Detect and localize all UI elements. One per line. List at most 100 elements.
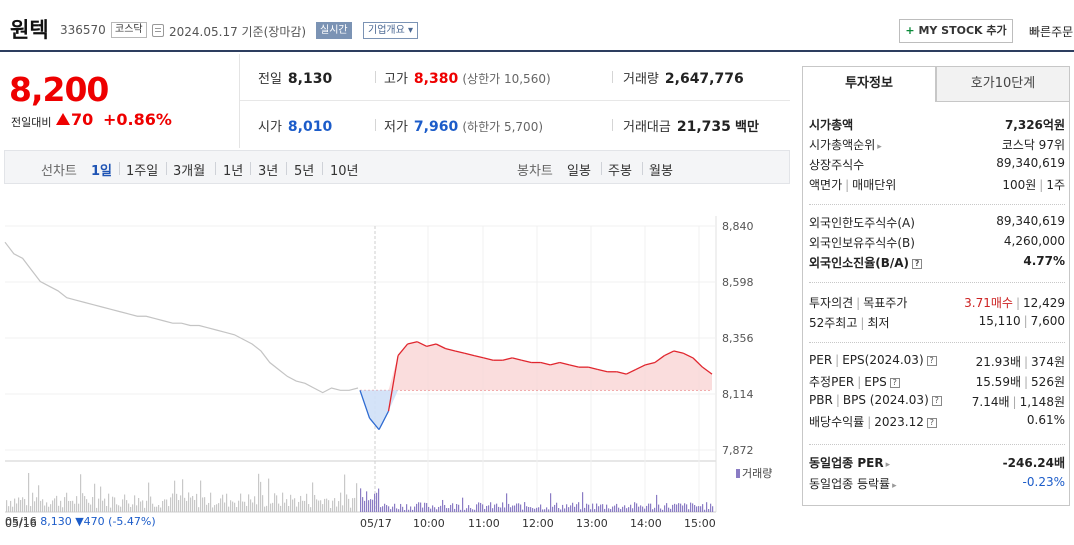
- company-overview-dropdown[interactable]: 기업개요 ▾: [363, 22, 419, 39]
- tab-investment-info[interactable]: 투자정보: [802, 66, 936, 102]
- volume-bar: [68, 500, 70, 512]
- volume-bar: [318, 500, 320, 512]
- divider: [809, 282, 1065, 283]
- row-value: 374원: [1031, 355, 1065, 369]
- volume-bar: [64, 497, 66, 512]
- price-line-segment: [512, 357, 522, 361]
- stat-label: 저가: [384, 120, 408, 135]
- row-sector-change[interactable]: 동일업종 등락률 ▸ -0.23%: [809, 475, 1065, 495]
- tab-1y[interactable]: 1년: [223, 164, 244, 179]
- volume-bar: [338, 501, 340, 512]
- volume-bar: [614, 505, 616, 512]
- row-label-wrap: 동일업종 등락률 ▸: [809, 475, 897, 492]
- volume-bar: [478, 502, 480, 512]
- price-line-segment: [369, 417, 380, 431]
- volume-bar: [60, 500, 62, 512]
- add-mystock-button[interactable]: + MY STOCK 추가: [899, 19, 1013, 43]
- y-axis-ticks: 8,840 8,598 8,356 8,114 7,872: [722, 220, 754, 457]
- volume-bar: [564, 508, 566, 512]
- price-chart-svg[interactable]: 8,840 8,598 8,356 8,114 7,872 05/17 10:00 11:0…: [0, 186, 790, 545]
- volume-bar: [572, 502, 574, 512]
- volume-bar: [356, 483, 358, 512]
- volume-bar: [336, 506, 338, 512]
- tab-daily[interactable]: 일봉: [567, 164, 591, 179]
- volume-bar: [668, 507, 670, 512]
- realtime-button[interactable]: 실시간: [316, 22, 352, 39]
- plus-icon: +: [905, 24, 915, 37]
- stat-sub: (상한가 10,560): [462, 72, 551, 86]
- volume-bar: [284, 502, 286, 512]
- volume-bar: [682, 505, 684, 512]
- stat-volume: 거래량 2,647,776: [623, 68, 744, 87]
- row-sector-per[interactable]: 동일업종 PER ▸ -246.24배: [809, 454, 1065, 474]
- volume-bar: [378, 488, 380, 512]
- row-market-cap-rank[interactable]: 시가총액순위 ▸ 코스닥 97위: [809, 136, 1065, 156]
- volume-bar: [92, 497, 94, 512]
- tab-10y[interactable]: 10년: [330, 164, 359, 179]
- volume-bar: [120, 506, 122, 512]
- volume-bar: [360, 488, 362, 512]
- tab-1d[interactable]: 1일: [91, 164, 113, 179]
- row-label: 동일업종 등락률: [809, 477, 891, 491]
- row-label: 2023.12: [874, 415, 924, 429]
- row-label: 최저: [867, 316, 890, 330]
- tab-3m[interactable]: 3개월: [173, 164, 206, 179]
- volume-bar: [382, 506, 384, 512]
- volume-bar: [674, 503, 676, 512]
- volume-bar: [86, 499, 88, 512]
- price-line-segment: [387, 355, 399, 412]
- volume-bar: [482, 504, 484, 512]
- up-area: [360, 341, 712, 391]
- volume-bar: [266, 505, 268, 512]
- volume-bar: [126, 500, 128, 512]
- volume-bar: [62, 507, 64, 512]
- row-value: 0.61%: [1026, 413, 1065, 427]
- price-line-segment: [474, 354, 484, 359]
- volume-bar: [476, 504, 478, 512]
- help-icon[interactable]: ?: [889, 378, 900, 388]
- volume-bar: [144, 507, 146, 512]
- volume-bar: [282, 492, 284, 512]
- tab-orderbook-10[interactable]: 호가10단계: [936, 66, 1070, 102]
- help-icon[interactable]: ?: [926, 418, 937, 428]
- row-value-wrap: 15,110 | 7,600: [978, 314, 1065, 328]
- volume-bar: [110, 507, 112, 512]
- volume-bar: [706, 502, 708, 512]
- volume-bar: [434, 507, 436, 512]
- stat-value: 21,735: [676, 119, 731, 135]
- volume-bar: [222, 494, 224, 512]
- volume-bar: [118, 505, 120, 512]
- volume-bar: [712, 506, 714, 512]
- row-value: 7.14배: [971, 395, 1010, 409]
- volume-legend-label: 거래량: [742, 467, 772, 480]
- help-icon[interactable]: ?: [926, 356, 937, 366]
- volume-bar: [98, 498, 100, 512]
- volume-bar: [676, 504, 678, 512]
- quick-order-link[interactable]: 빠른주문: [1029, 25, 1074, 39]
- current-price: 8,200: [9, 70, 109, 109]
- volume-bar: [514, 505, 516, 512]
- volume-bar: [528, 506, 530, 512]
- divider: [286, 162, 287, 175]
- volume-bar: [214, 505, 216, 512]
- volume-bar: [216, 504, 218, 512]
- chevron-right-icon: ▸: [885, 460, 891, 470]
- volume-bar: [536, 507, 538, 512]
- volume-bar: [246, 505, 248, 512]
- volume-bar: [54, 498, 56, 512]
- tab-weekly[interactable]: 주봉: [608, 164, 632, 179]
- tab-5y[interactable]: 5년: [294, 164, 315, 179]
- price-line-segment: [616, 371, 627, 375]
- help-icon[interactable]: ?: [931, 396, 942, 406]
- tab-1w[interactable]: 1주일: [126, 164, 159, 179]
- help-icon[interactable]: ?: [912, 259, 923, 269]
- divider: [809, 444, 1065, 445]
- tab-3y[interactable]: 3년: [258, 164, 279, 179]
- tab-monthly[interactable]: 월봉: [649, 164, 673, 179]
- change-label: 전일대비: [11, 116, 52, 129]
- row-value: 15.59배: [975, 375, 1021, 389]
- volume-bar: [408, 509, 410, 512]
- volume-bar: [484, 508, 486, 512]
- intraday-chart[interactable]: 8,840 8,598 8,356 8,114 7,872 05/17 10:00 11:0…: [0, 186, 790, 545]
- volume-bar: [48, 506, 50, 512]
